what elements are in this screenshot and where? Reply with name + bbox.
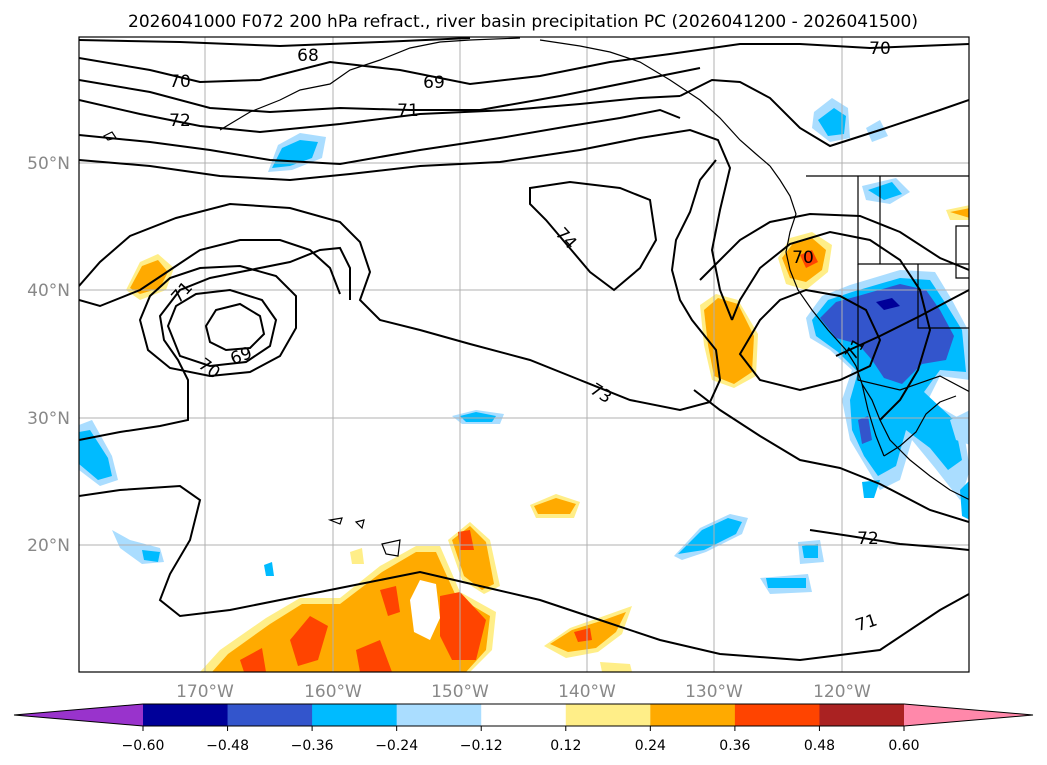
colorbar-segment — [312, 704, 398, 726]
precip-patch — [704, 298, 754, 384]
map-frame — [78, 36, 970, 673]
map-panel: 68 70 69 71 72 70 74 71 69 70 73 70 71 7… — [78, 36, 970, 673]
contour-label: 72 — [169, 111, 191, 131]
precip-patch — [950, 410, 969, 445]
precip-patch — [960, 481, 969, 520]
precip-patch — [79, 430, 112, 480]
contour-label: 69 — [423, 73, 445, 93]
latitude-labels: 50°N 40°N 30°N 20°N — [27, 154, 70, 556]
precip-patch — [862, 480, 880, 498]
precip-patch — [818, 108, 846, 136]
lon-label: 170°W — [176, 682, 234, 702]
lon-label: 120°W — [813, 682, 871, 702]
precip-patch — [534, 498, 576, 514]
contour-label: 70 — [869, 39, 891, 59]
precip-patch — [858, 416, 872, 444]
contour-label: 68 — [297, 46, 319, 66]
colorbar-tick-label: −0.48 — [206, 738, 249, 754]
lat-label: 30°N — [27, 409, 70, 429]
contour-label: 70 — [792, 248, 814, 268]
colorbar-tick-label: −0.12 — [460, 738, 503, 754]
precip-patch — [950, 208, 969, 218]
lon-label: 130°W — [685, 682, 743, 702]
contour-label: 71 — [397, 101, 419, 121]
colorbar-tick-label: 0.24 — [635, 738, 666, 754]
precip-patch — [240, 648, 266, 672]
colorbar-tick-label: −0.36 — [291, 738, 334, 754]
precip-patch — [130, 260, 168, 294]
colorbar-tick-label: −0.60 — [122, 738, 165, 754]
precip-patch — [868, 182, 902, 200]
lon-label: 140°W — [558, 682, 616, 702]
height-contours — [79, 37, 969, 662]
lat-label: 40°N — [27, 281, 70, 301]
precip-patch — [876, 298, 900, 310]
map-title: 2026041000 F072 200 hPa refract., river … — [128, 12, 918, 32]
lon-label: 160°W — [304, 682, 362, 702]
lat-label: 20°N — [27, 536, 70, 556]
precip-patch — [460, 412, 496, 422]
colorbar-segment — [650, 704, 736, 726]
colorbar-segment — [481, 704, 567, 726]
precip-patch — [290, 616, 328, 666]
colorbar-tick-label: 0.12 — [550, 738, 581, 754]
colorbar-tick-label: 0.60 — [888, 738, 919, 754]
precip-patch — [766, 578, 806, 588]
contour-label: 70 — [169, 72, 191, 92]
colorbar: −0.60 −0.48 −0.36 −0.24 −0.12 0.12 0.24 0.36 0.4… — [13, 703, 1034, 754]
colorbar-tick-label: 0.36 — [719, 738, 750, 754]
colorbar-segment — [734, 704, 820, 726]
colorbar-tick-label: 0.48 — [804, 738, 835, 754]
colorbar-segment — [227, 704, 313, 726]
lat-label: 50°N — [27, 154, 70, 174]
colorbar-segment — [143, 704, 229, 726]
contour-label: 72 — [857, 529, 879, 549]
colorbar-segment — [565, 704, 651, 726]
colorbar-extend-high — [904, 704, 1033, 726]
precip-patch — [380, 586, 400, 616]
precip-patch — [356, 640, 392, 672]
precip-patch — [440, 592, 486, 660]
precip-patch — [800, 250, 818, 268]
colorbar-extend-low — [14, 704, 143, 726]
precip-patch — [802, 544, 818, 558]
colorbar-segment — [819, 704, 905, 726]
colorbar-segment — [396, 704, 482, 726]
longitude-labels: 170°W 160°W 150°W 140°W 130°W 120°W — [176, 682, 871, 702]
colorbar-tick-label: −0.24 — [375, 738, 418, 754]
precip-patch — [264, 562, 274, 576]
precip-patch — [350, 548, 364, 564]
lon-label: 150°W — [431, 682, 489, 702]
graticule — [79, 37, 969, 672]
precip-patch — [600, 662, 632, 672]
precip-patch — [410, 580, 440, 640]
precip-patch — [142, 550, 160, 562]
